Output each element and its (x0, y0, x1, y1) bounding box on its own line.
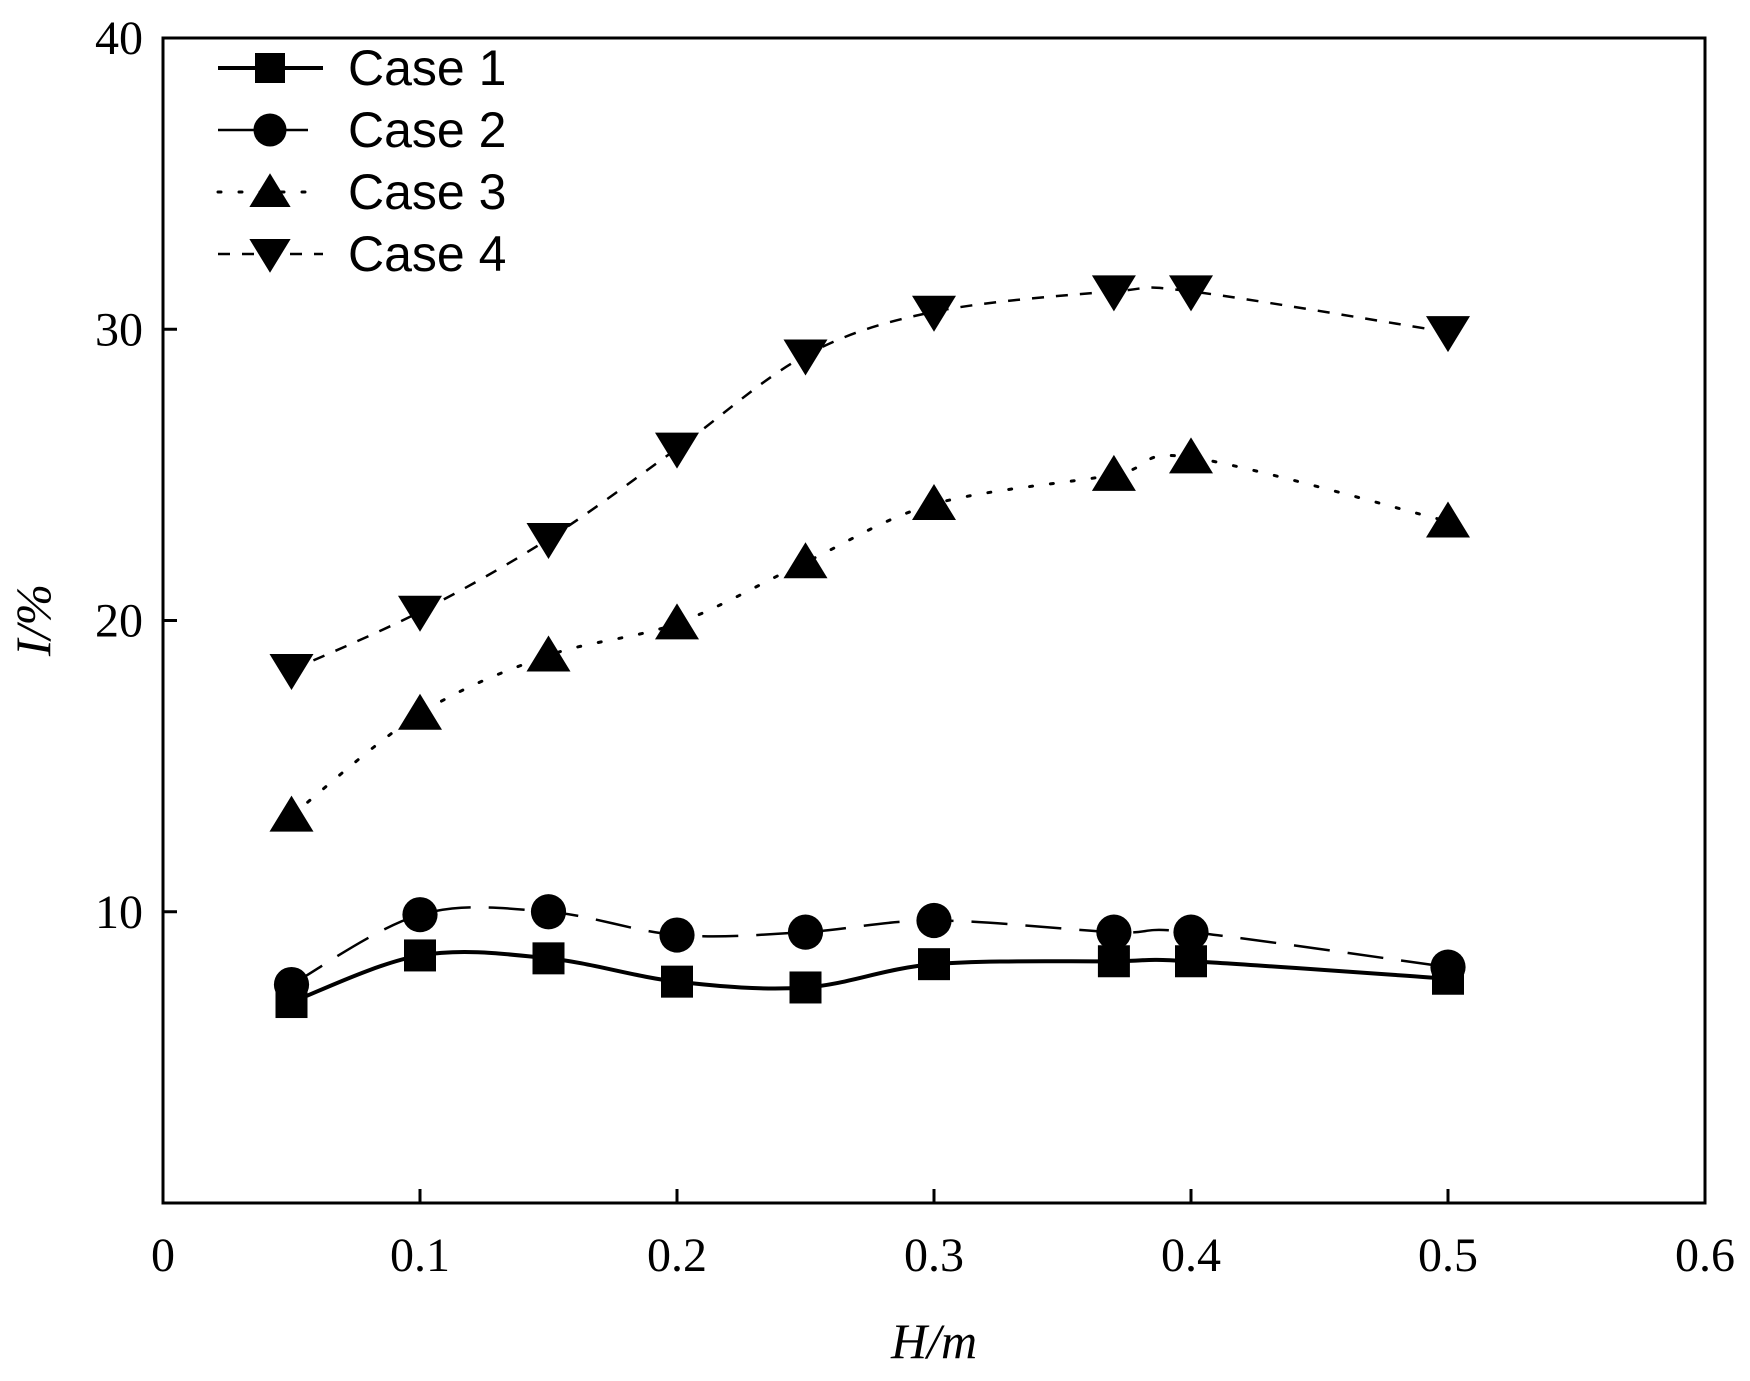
data-point-case-1-7 (1097, 945, 1130, 978)
legend-label: Case 1 (348, 40, 506, 96)
data-point-case-4-5 (783, 339, 828, 376)
data-point-case-3-8 (1169, 437, 1213, 474)
data-point-case-4-4 (655, 432, 699, 469)
series-line-case-1 (290, 949, 1449, 1004)
data-point-case-2-4 (659, 917, 695, 953)
data-point-case-3-6 (912, 484, 956, 520)
data-point-case-4-8 (1169, 275, 1213, 312)
series-case-1 (275, 939, 1464, 1019)
y-tick-label: 40 (95, 12, 143, 65)
y-tick-label: 30 (95, 303, 143, 356)
data-point-case-3-3 (526, 635, 571, 672)
legend-label: Case 3 (348, 164, 506, 220)
ticks-layer: 0 0.1 0.2 0.3 0.4 0.5 0.6 10 20 30 40 (95, 12, 1735, 1282)
series-case-4 (269, 275, 1470, 691)
x-axis-label: H/m (890, 1313, 977, 1369)
data-point-case-2-1 (273, 966, 310, 1003)
series-case-3 (269, 437, 1470, 832)
legend-item-case-4: Case 4 (218, 226, 506, 282)
legend-item-case-1: Case 1 (218, 40, 506, 96)
data-point-case-4-7 (1091, 275, 1136, 312)
data-point-case-3-7 (1091, 454, 1136, 491)
data-point-case-2-7 (1096, 914, 1132, 950)
data-point-case-3-2 (398, 693, 442, 730)
x-tick-label: 0.5 (1418, 1229, 1478, 1282)
data-point-case-4-1 (269, 654, 314, 691)
data-point-case-3-1 (269, 795, 314, 832)
data-point-case-1-5 (789, 971, 822, 1004)
data-point-case-4-9 (1426, 316, 1470, 353)
y-axis-label: I/% (5, 584, 61, 657)
x-tick-label: 0.3 (904, 1229, 964, 1282)
data-point-case-3-5 (783, 542, 828, 579)
data-point-case-4-2 (398, 595, 442, 632)
x-tick-label: 0.4 (1161, 1229, 1221, 1282)
legend-item-case-3: Case 3 (216, 164, 506, 220)
legend-marker-case-1 (255, 53, 285, 83)
legend-marker-case-3 (249, 173, 291, 207)
data-point-case-1-6 (918, 948, 950, 981)
series-line-case-4 (290, 286, 1449, 672)
data-point-case-1-4 (661, 965, 693, 998)
legend-marker-case-2 (253, 113, 287, 147)
data-point-case-1-3 (532, 942, 565, 975)
series-line-case-3 (290, 453, 1450, 818)
data-point-case-4-3 (526, 522, 571, 559)
legend-marker-case-4 (249, 239, 291, 273)
y-tick-label: 10 (95, 886, 143, 939)
x-tick-label: 0.2 (647, 1229, 707, 1282)
y-tick-label: 20 (95, 595, 143, 648)
legend-item-case-2: Case 2 (218, 102, 506, 158)
legend-label: Case 4 (348, 226, 506, 282)
data-point-case-1-8 (1175, 945, 1207, 978)
series-layer (269, 275, 1470, 1019)
data-point-case-1-2 (404, 939, 436, 972)
data-point-case-2-8 (1173, 914, 1209, 950)
data-point-case-2-9 (1430, 949, 1466, 985)
legend: Case 1 Case 2 Case 3 Case 4 (216, 40, 506, 282)
x-tick-label: 0.6 (1675, 1229, 1735, 1282)
legend-label: Case 2 (348, 102, 506, 158)
series-line-case-2 (290, 906, 1449, 986)
data-point-case-2-5 (787, 914, 824, 950)
data-point-case-2-3 (530, 894, 567, 930)
data-point-case-2-6 (916, 902, 952, 939)
data-point-case-3-9 (1426, 501, 1470, 538)
x-tick-label: 0 (151, 1229, 175, 1282)
data-point-case-3-4 (655, 603, 699, 640)
series-case-2 (273, 894, 1466, 1003)
data-point-case-2-2 (402, 897, 438, 933)
data-point-case-4-6 (912, 295, 956, 332)
x-tick-label: 0.1 (390, 1229, 450, 1282)
